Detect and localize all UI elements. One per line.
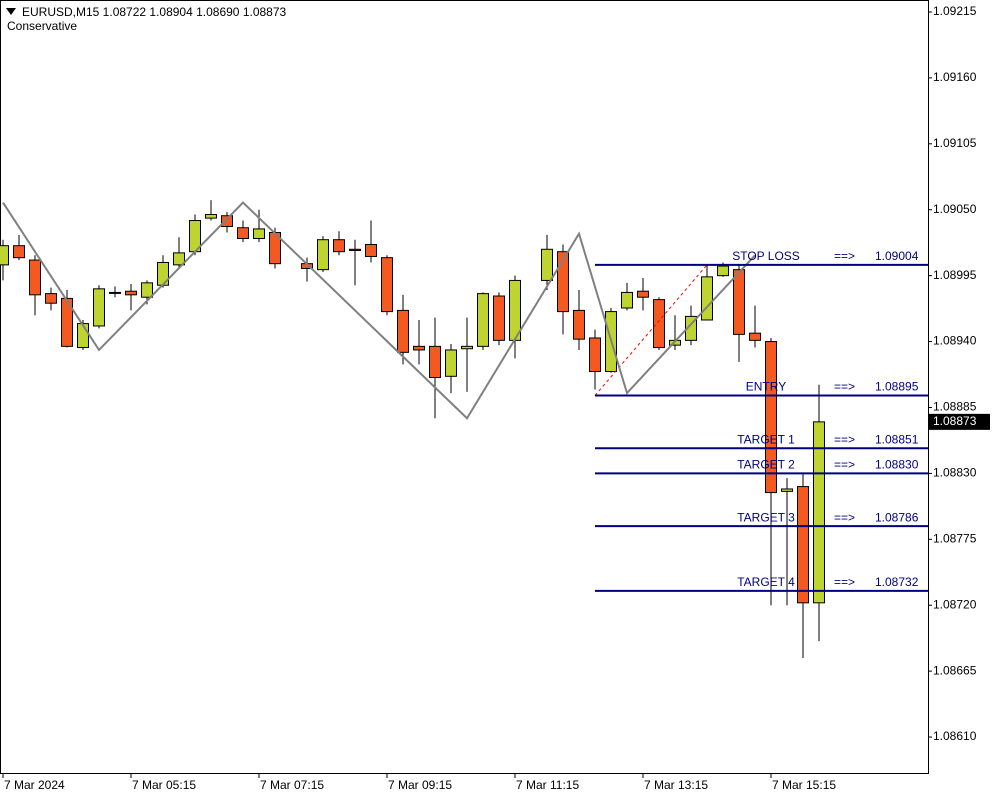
level-value: 1.08732 [875, 575, 919, 589]
y-tick-label: 1.08610 [933, 729, 977, 743]
level-value: 1.08851 [875, 432, 919, 446]
candle-body [0, 245, 9, 266]
candle-body [349, 248, 361, 251]
menu-triangle[interactable] [6, 8, 16, 15]
candle-body [749, 332, 761, 341]
level-name: TARGET 1 [737, 432, 795, 446]
level-value: 1.08830 [875, 458, 919, 472]
candle-body [141, 282, 153, 298]
y-tick-label: 1.08775 [933, 531, 977, 545]
candle-body [205, 214, 217, 219]
pattern-line [594, 264, 708, 396]
candle-body [813, 421, 825, 604]
y-tick-label: 1.08995 [933, 268, 977, 282]
candle-body [733, 269, 745, 335]
level-arrow: ==> [834, 458, 855, 472]
level-arrow: ==> [834, 432, 855, 446]
candle-body [429, 345, 441, 379]
x-tick-label: 7 Mar 05:15 [132, 778, 196, 792]
chart-subtitle: Conservative [7, 19, 77, 33]
x-tick-label: 7 Mar 07:15 [260, 778, 324, 792]
candle-body [557, 251, 569, 313]
x-tick-label: 7 Mar 09:15 [388, 778, 452, 792]
y-tick-label: 1.08885 [933, 400, 977, 414]
plot-frame [0, 0, 929, 774]
candle-body [173, 252, 185, 266]
x-tick-label: 7 Mar 2024 [4, 778, 65, 792]
zigzag-line [2, 201, 756, 420]
candle-body [653, 299, 665, 349]
x-tick-label: 7 Mar 15:15 [772, 778, 836, 792]
candle-body [621, 291, 633, 309]
level-value: 1.09004 [875, 249, 919, 263]
candle-body [221, 215, 233, 228]
candle-body [61, 297, 73, 347]
candle-body [493, 295, 505, 341]
candle-body [573, 309, 585, 340]
candle-body [45, 293, 57, 304]
level-name: TARGET 3 [737, 510, 795, 524]
level-value: 1.08786 [875, 510, 919, 524]
y-tick-label: 1.09105 [933, 136, 977, 150]
candle-body [253, 228, 265, 239]
candle-body [237, 227, 249, 239]
candle-body [797, 486, 809, 604]
level-arrow: ==> [834, 510, 855, 524]
candle-body [413, 345, 425, 351]
candle-body [445, 349, 457, 377]
candle-body [397, 309, 409, 353]
candle-body [317, 239, 329, 271]
candle-body [589, 337, 601, 373]
candle-body [93, 288, 105, 327]
candle-body [461, 345, 473, 350]
level-arrow: ==> [834, 249, 855, 263]
level-arrow: ==> [834, 380, 855, 394]
y-tick-label: 1.09050 [933, 202, 977, 216]
x-tick-label: 7 Mar 13:15 [644, 778, 708, 792]
candle-body [701, 276, 713, 321]
candle-body [541, 248, 553, 281]
last-price-box [928, 413, 990, 430]
candle-body [333, 239, 345, 253]
candle-body [765, 341, 777, 494]
candle-body [13, 245, 25, 259]
y-tick-label: 1.08665 [933, 663, 977, 677]
candle-body [29, 259, 41, 296]
y-tick-label: 1.08940 [933, 334, 977, 348]
candle-body [365, 243, 377, 257]
candle-body [381, 257, 393, 313]
y-tick-label: 1.09215 [933, 4, 977, 18]
candle-body [477, 293, 489, 347]
chart-title: EURUSD,M15 1.08722 1.08904 1.08690 1.088… [22, 5, 287, 19]
candle-body [685, 315, 697, 341]
level-arrow: ==> [834, 575, 855, 589]
candle-body [637, 290, 649, 298]
level-name: ENTRY [746, 380, 786, 394]
level-value: 1.08895 [875, 380, 919, 394]
candle-body [125, 290, 137, 296]
level-name: TARGET 2 [737, 458, 795, 472]
candle-body [717, 265, 729, 277]
level-name: TARGET 4 [737, 575, 795, 589]
last-price-label: 1.08873 [933, 414, 977, 428]
y-tick-label: 1.09160 [933, 70, 977, 84]
y-tick-label: 1.08720 [933, 597, 977, 611]
candle-body [781, 488, 793, 492]
y-tick-label: 1.08830 [933, 466, 977, 480]
candle-body [109, 291, 121, 294]
level-name: STOP LOSS [732, 249, 800, 263]
x-tick-label: 7 Mar 11:15 [516, 778, 579, 792]
